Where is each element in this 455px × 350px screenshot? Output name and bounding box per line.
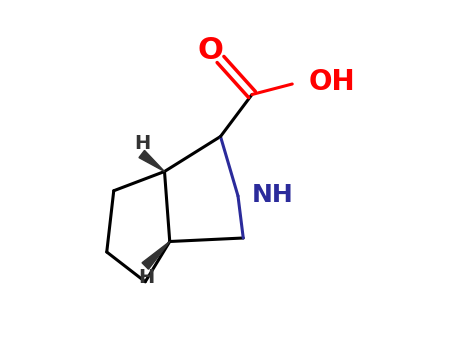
Text: H: H: [134, 134, 151, 153]
Text: O: O: [198, 36, 224, 65]
Polygon shape: [142, 241, 170, 269]
Polygon shape: [139, 150, 165, 172]
Text: H: H: [138, 268, 154, 287]
Text: OH: OH: [309, 68, 356, 96]
Text: NH: NH: [251, 183, 293, 207]
